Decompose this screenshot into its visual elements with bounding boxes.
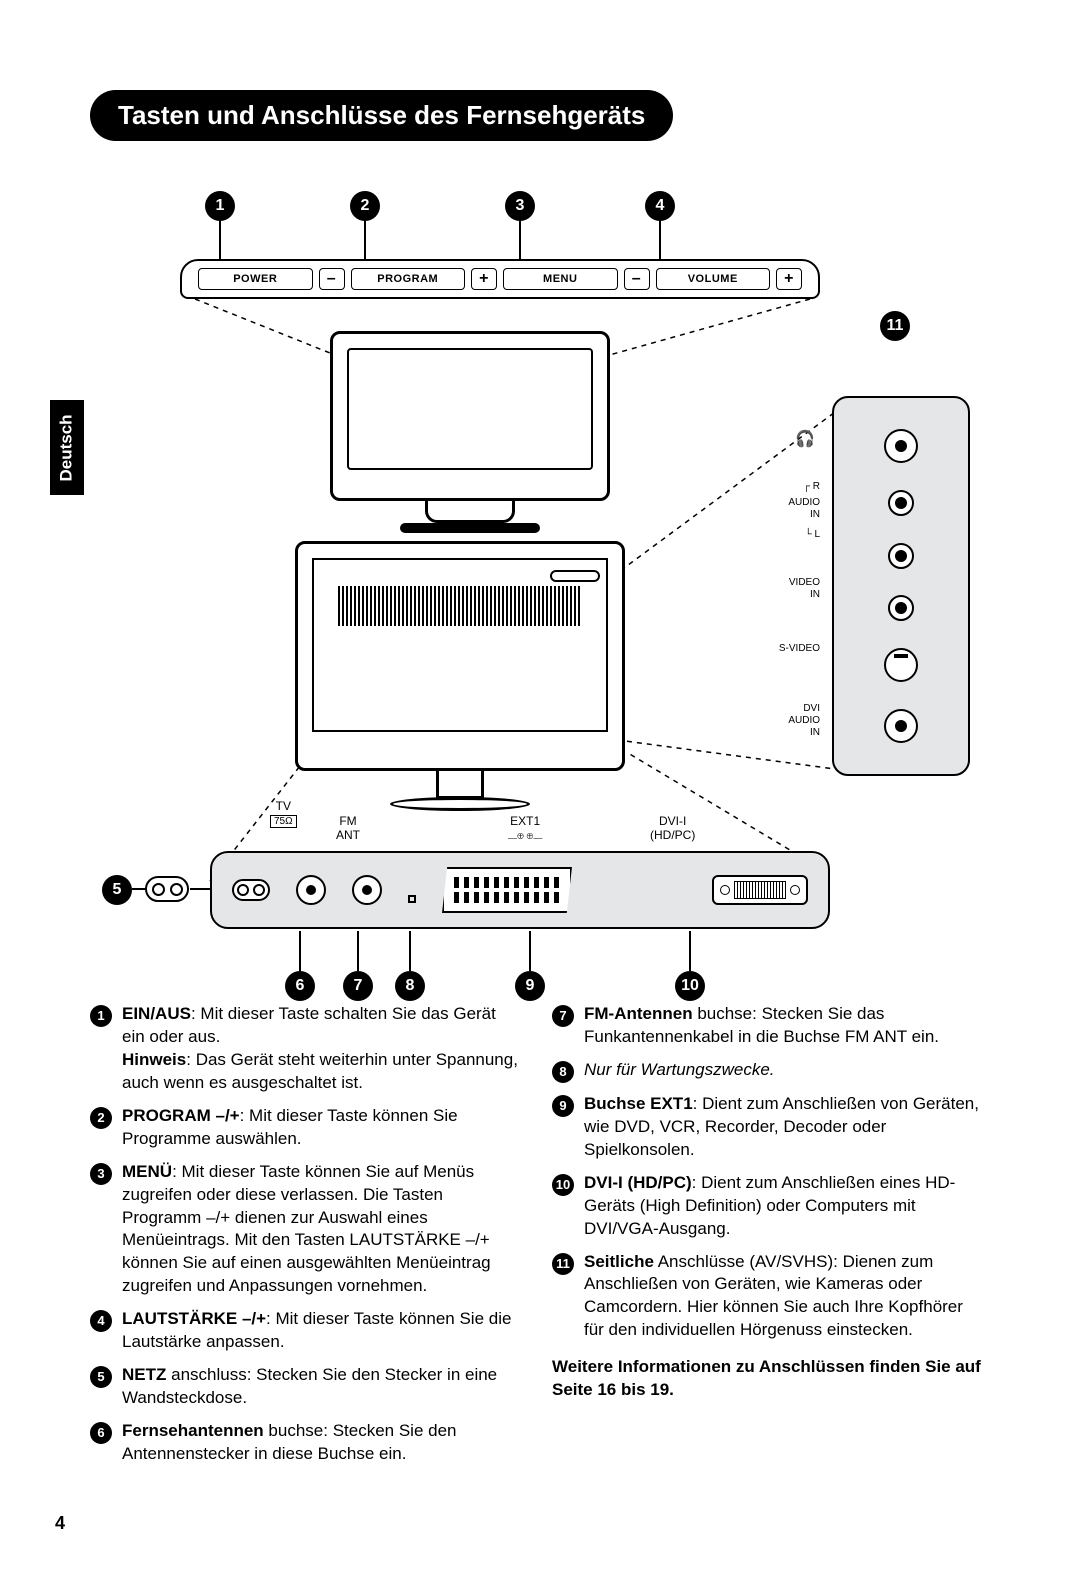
video-in-jack (888, 595, 914, 621)
fm-label: FMANT (336, 814, 360, 843)
marker-2: 2 (350, 191, 380, 221)
marker-8: 8 (395, 971, 425, 1001)
mains-connector (232, 879, 270, 901)
dvi-label: DVI-I(HD/PC) (650, 814, 695, 843)
video-in-label: IN (810, 589, 820, 600)
footer-note: Weitere Informationen zu Anschlüssen fin… (552, 1356, 982, 1402)
audio-r-jack (888, 490, 914, 516)
service-connector (408, 895, 416, 903)
plus-symbol: + (471, 268, 497, 290)
bottom-connector-strip (210, 851, 830, 929)
ext1-label: EXT1⎼⊕ ⊕⎼ (508, 814, 542, 843)
marker-9: 9 (515, 971, 545, 1001)
desc-item-5: 5 NETZ anschluss: Stecken Sie den Stecke… (90, 1364, 520, 1410)
side-connector-panel (832, 396, 970, 776)
marker-7: 7 (343, 971, 373, 1001)
marker-6: 6 (285, 971, 315, 1001)
desc-item-9: 9 Buchse EXT1: Dient zum Anschließen von… (552, 1093, 982, 1162)
tv-front-view (330, 331, 610, 531)
description-right-column: 7 FM-Antennen buchse: Stecken Sie das Fu… (552, 1003, 982, 1476)
marker-10: 10 (675, 971, 705, 1001)
audio-r-label: ┌ R (803, 481, 820, 492)
svideo-jack (884, 648, 918, 682)
desc-item-4: 4 LAUTSTÄRKE –/+: Mit dieser Taste könne… (90, 1308, 520, 1354)
dvi-audio-label3: IN (810, 727, 820, 738)
audio-l-jack (888, 543, 914, 569)
minus-symbol-2: – (624, 268, 650, 290)
program-button-label: PROGRAM (351, 268, 466, 290)
plus-symbol-2: + (776, 268, 802, 290)
svideo-label: S-VIDEO (779, 643, 820, 654)
diagram-area: 1 2 3 4 5 6 7 8 9 10 11 POWER – PROGRAM … (90, 171, 990, 991)
tv-back-view (295, 541, 625, 821)
tv-label: TV 75Ω (270, 799, 297, 828)
marker-4: 4 (645, 191, 675, 221)
audio-label: AUDIO (788, 497, 820, 508)
marker-3: 3 (505, 191, 535, 221)
marker-5: 5 (102, 875, 132, 905)
dvi-audio-label2: AUDIO (788, 715, 820, 726)
marker-1: 1 (205, 191, 235, 221)
top-button-strip: POWER – PROGRAM + MENU – VOLUME + (180, 259, 820, 299)
headphone-jack (884, 429, 918, 463)
mains-plug-icon (145, 876, 189, 902)
audio-l-label: └ L (805, 529, 820, 540)
minus-symbol: – (319, 268, 345, 290)
volume-button-label: VOLUME (656, 268, 771, 290)
language-tab: Deutsch (50, 400, 84, 495)
power-button-label: POWER (198, 268, 313, 290)
menu-button-label: MENU (503, 268, 618, 290)
desc-item-3: 3 MENÜ: Mit dieser Taste können Sie auf … (90, 1161, 520, 1299)
desc-item-2: 2 PROGRAM –/+: Mit dieser Taste können S… (90, 1105, 520, 1151)
desc-item-7: 7 FM-Antennen buchse: Stecken Sie das Fu… (552, 1003, 982, 1049)
headphone-icon: 🎧 (795, 429, 815, 449)
scart-connector (442, 867, 572, 913)
tv-antenna-connector (296, 875, 326, 905)
page-title: Tasten und Anschlüsse des Fernsehgeräts (90, 90, 673, 141)
fm-antenna-connector (352, 875, 382, 905)
description-left-column: 1 EIN/AUS: Mit dieser Taste schalten Sie… (90, 1003, 520, 1476)
language-label: Deutsch (57, 414, 77, 481)
marker-11: 11 (880, 311, 910, 341)
description-columns: 1 EIN/AUS: Mit dieser Taste schalten Sie… (90, 1003, 990, 1476)
video-label: VIDEO (789, 577, 820, 588)
dvi-audio-jack (884, 709, 918, 743)
desc-item-6: 6 Fernsehantennen buchse: Stecken Sie de… (90, 1420, 520, 1466)
dvi-audio-label1: DVI (803, 703, 820, 714)
dvi-connector (712, 875, 808, 905)
desc-item-10: 10 DVI-I (HD/PC): Dient zum Anschließen … (552, 1172, 982, 1241)
page-number: 4 (55, 1513, 65, 1534)
desc-item-11: 11 Seitliche Anschlüsse (AV/SVHS): Diene… (552, 1251, 982, 1343)
audio-in-label: IN (810, 509, 820, 520)
desc-item-1: 1 EIN/AUS: Mit dieser Taste schalten Sie… (90, 1003, 520, 1095)
desc-item-8: 8 Nur für Wartungszwecke. (552, 1059, 982, 1083)
